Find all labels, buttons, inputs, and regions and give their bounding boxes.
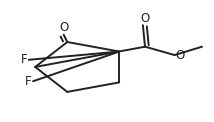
Text: O: O [59,21,68,34]
Text: O: O [140,12,150,25]
Text: O: O [176,49,185,61]
Text: F: F [25,75,31,88]
Text: F: F [20,53,27,66]
